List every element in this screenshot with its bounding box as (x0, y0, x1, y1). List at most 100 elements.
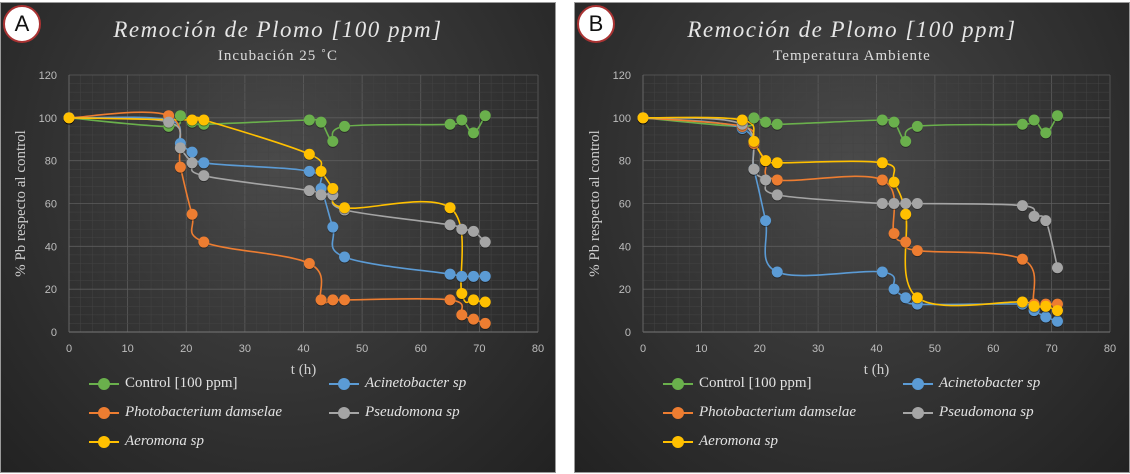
chart-panel-a: A Remoción de Plomo [100 ppm] Incubación… (0, 2, 556, 473)
x-axis-title: t (h) (291, 362, 316, 378)
series-aeromona (68, 116, 486, 304)
chart-title: Remoción de Plomo [100 ppm] (113, 17, 443, 42)
legend-label: Acinetobacter sp (365, 375, 467, 391)
x-tick-label: 40 (870, 343, 882, 355)
data-point (1051, 305, 1063, 317)
legend-item-pseudomona: Pseudomona sp (329, 404, 460, 421)
series-line-acinetobacter (642, 117, 1058, 323)
data-point (339, 120, 351, 132)
data-point (900, 208, 912, 220)
data-point (174, 161, 186, 173)
data-point (1040, 300, 1052, 312)
plot-area: 0 10 20 30 40 50 60 70 80 0 20 40 60 80 100 120 t (h) % P… (13, 70, 544, 378)
y-tick-label: 20 (619, 284, 631, 296)
data-point (479, 296, 491, 308)
data-point (444, 118, 456, 130)
data-point (1028, 114, 1040, 126)
x-axis-title: t (h) (864, 362, 889, 378)
data-point (163, 116, 175, 128)
data-point (174, 110, 186, 122)
legend-label: Aeromona sp (125, 433, 205, 449)
x-tick-label: 70 (1046, 343, 1058, 355)
data-point (479, 317, 491, 329)
panel-badge: B (577, 5, 615, 43)
data-point (468, 225, 480, 237)
data-point (1051, 262, 1063, 274)
data-point (456, 287, 468, 299)
series-line-acinetobacter (68, 116, 486, 278)
data-point (911, 198, 923, 209)
data-point (315, 165, 327, 177)
legend-item-photobacterium: Photobacterium damselae (89, 404, 282, 421)
data-point (456, 114, 468, 126)
data-point (876, 114, 888, 126)
legend-marker-icon (903, 406, 933, 419)
data-point (327, 183, 339, 195)
x-tick-label: 10 (122, 343, 134, 355)
data-point (303, 165, 315, 177)
chart-subtitle: Incubación 25 ˚C (217, 48, 339, 64)
x-tick-label: 50 (929, 343, 941, 355)
series-line-aeromona (68, 116, 486, 304)
chart-subtitle: Temperatura Ambiente (773, 48, 931, 64)
chart-panel-b: B Remoción de Plomo [100 ppm] Temperatur… (574, 2, 1130, 473)
data-point (911, 292, 923, 304)
data-point (456, 309, 468, 321)
series-aeromona (642, 116, 1058, 312)
x-tick-label: 30 (812, 343, 824, 355)
legend-item-acinetobacter: Acinetobacter sp (903, 375, 1040, 392)
data-point (1040, 127, 1052, 139)
markers-control (637, 110, 1063, 148)
data-point (456, 270, 468, 282)
y-tick-label: 100 (39, 113, 57, 125)
x-tick-label: 40 (297, 343, 309, 355)
y-tick-label: 100 (613, 113, 631, 125)
data-point (900, 135, 912, 147)
data-point (1016, 118, 1028, 130)
legend-marker-icon (663, 406, 693, 419)
data-point (736, 114, 748, 126)
grid (642, 74, 1111, 333)
data-point (479, 236, 491, 248)
data-point (771, 266, 783, 278)
series-line-photobacterium (68, 111, 486, 325)
data-point (444, 219, 456, 231)
data-point (198, 114, 210, 126)
data-point (911, 120, 923, 132)
data-point (900, 198, 912, 209)
y-tick-label: 60 (45, 199, 57, 211)
series-acinetobacter (642, 117, 1058, 323)
data-point (198, 157, 210, 169)
y-axis-title: % Pb respecto al control (587, 130, 603, 277)
y-tick-label: 60 (619, 199, 631, 211)
data-point (315, 116, 327, 128)
data-point (327, 135, 339, 147)
data-point (339, 202, 351, 214)
data-point (186, 157, 198, 169)
data-point (339, 251, 351, 263)
legend-label: Pseudomona sp (939, 404, 1034, 420)
y-tick-label: 120 (39, 70, 57, 82)
data-point (1040, 311, 1052, 323)
legend-marker-icon (89, 377, 119, 390)
series-line-control (642, 115, 1059, 143)
data-point (303, 257, 315, 269)
data-point (760, 174, 772, 186)
data-point (888, 283, 900, 295)
data-point (198, 236, 210, 248)
x-tick-label: 70 (473, 343, 485, 355)
x-tick-label: 80 (532, 343, 544, 355)
x-tick-label: 30 (239, 343, 251, 355)
legend-item-pseudomona: Pseudomona sp (903, 404, 1034, 421)
legend-item-control: Control [100 ppm] (89, 375, 238, 392)
x-tick-label: 80 (1104, 343, 1116, 355)
plot-area: 0 10 20 30 40 50 60 70 80 0 20 40 60 80 100 120 t (h) % P… (587, 70, 1116, 378)
legend-item-acinetobacter: Acinetobacter sp (329, 375, 466, 392)
legend-label: Acinetobacter sp (939, 375, 1041, 391)
x-tick-label: 0 (66, 343, 72, 355)
data-point (1040, 215, 1052, 227)
data-point (637, 112, 649, 124)
y-tick-label: 0 (51, 327, 57, 339)
data-point (479, 110, 491, 122)
legend-marker-icon (89, 406, 119, 419)
